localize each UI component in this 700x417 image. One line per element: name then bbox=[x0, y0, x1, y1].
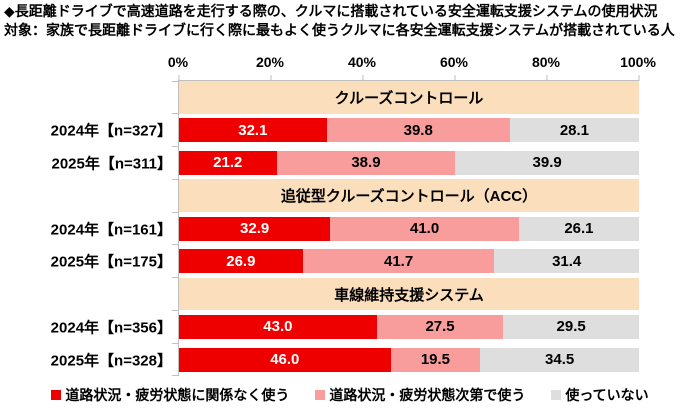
stacked-bar: 21.2 38.9 39.9 bbox=[179, 150, 639, 175]
bar-row: 2024年【n=161】 32.9 41.0 26.1 bbox=[51, 211, 639, 245]
legend-label: 使っていない bbox=[565, 387, 649, 403]
axis-tick bbox=[638, 75, 640, 81]
axis-tick bbox=[270, 75, 272, 81]
bar-segment-not-used: 26.1 bbox=[518, 216, 639, 241]
row-label: 2025年【n=311】 bbox=[51, 155, 173, 173]
bar-segment-depends: 41.7 bbox=[302, 249, 495, 274]
x-axis-tick-label: 80% bbox=[531, 54, 561, 70]
bar-segment-always-use: 43.0 bbox=[179, 314, 377, 339]
x-axis-tick-label: 0% bbox=[167, 54, 189, 70]
row-label: 2024年【n=327】 bbox=[50, 122, 172, 140]
legend-item: 道路状況・疲労状態に関係なく使う bbox=[51, 385, 289, 405]
section-header-row: 車線維持支援システム bbox=[172, 277, 639, 311]
section-header: クルーズコントロール bbox=[179, 81, 639, 114]
axis-tick bbox=[362, 75, 364, 81]
chart-title-block: ◆長距離ドライブで高速道路を走行する際の、クルマに搭載されている安全運転支援シス… bbox=[4, 2, 698, 40]
bar-row: 2025年【n=311】 21.2 38.9 39.9 bbox=[52, 146, 639, 180]
bar-segment-depends: 41.0 bbox=[330, 216, 519, 241]
row-label: 2024年【n=356】 bbox=[50, 319, 172, 337]
bar-segment-not-used: 34.5 bbox=[480, 347, 639, 372]
axis-tick bbox=[178, 75, 180, 81]
bar-segment-not-used: 31.4 bbox=[494, 249, 639, 274]
x-axis-tick-label: 60% bbox=[439, 54, 469, 70]
bar-segment-always-use: 32.1 bbox=[179, 118, 327, 143]
row-label: 2024年【n=161】 bbox=[50, 221, 172, 239]
bar-segment-depends: 38.9 bbox=[276, 150, 456, 175]
legend: 道路状況・疲労状態に関係なく使う 道路状況・疲労状態次第で使う 使っていない bbox=[0, 383, 700, 407]
gray-swatch-icon bbox=[551, 390, 562, 400]
bar-segment-always-use: 26.9 bbox=[179, 249, 303, 274]
legend-label: 道路状況・疲労状態に関係なく使う bbox=[65, 387, 290, 403]
legend-item: 道路状況・疲労状態次第で使う bbox=[315, 385, 525, 405]
chart-subtitle: 対象：家族で長距離ドライブに行く際に最もよく使うクルマに各安全運転支援システムが… bbox=[4, 22, 675, 38]
stacked-bar: 26.9 41.7 31.4 bbox=[179, 249, 639, 274]
plot-area: クルーズコントロール 2024年【n=327】 32.1 39.8 28.1 2… bbox=[51, 75, 640, 376]
bar-row: 2024年【n=356】 43.0 27.5 29.5 bbox=[51, 309, 639, 343]
legend-label: 道路状況・疲労状態次第で使う bbox=[329, 387, 526, 403]
chart-title: ◆長距離ドライブで高速道路を走行する際の、クルマに搭載されている安全運転支援シス… bbox=[4, 3, 658, 19]
x-axis-tick-label: 20% bbox=[255, 54, 285, 70]
x-axis-tick-label: 100% bbox=[620, 54, 656, 70]
bar-row: 2024年【n=327】 32.1 39.8 28.1 bbox=[51, 113, 640, 147]
stacked-bar: 43.0 27.5 29.5 bbox=[179, 314, 639, 339]
row-label: 2025年【n=328】 bbox=[50, 352, 172, 370]
bar-row: 2025年【n=328】 46.0 19.5 34.5 bbox=[51, 342, 639, 376]
red-swatch-icon bbox=[51, 390, 62, 400]
stacked-bar: 32.1 39.8 28.1 bbox=[179, 118, 640, 143]
stacked-bar: 32.9 41.0 26.1 bbox=[179, 216, 639, 241]
bar-row: 2025年【n=175】 26.9 41.7 31.4 bbox=[51, 244, 639, 278]
row-label: 2025年【n=175】 bbox=[50, 253, 172, 271]
section-header: 追従型クルーズコントロール（ACC） bbox=[179, 179, 639, 213]
x-axis: 0% 20% 40% 60% 80% 100% bbox=[168, 54, 656, 74]
bar-segment-always-use: 32.9 bbox=[179, 216, 331, 241]
bar-segment-depends: 19.5 bbox=[390, 347, 481, 372]
x-axis-tick-label: 40% bbox=[347, 54, 377, 70]
bar-segment-always-use: 46.0 bbox=[179, 347, 391, 372]
bar-segment-always-use: 21.2 bbox=[179, 150, 277, 175]
bar-segment-depends: 39.8 bbox=[326, 118, 510, 143]
bar-segment-not-used: 29.5 bbox=[503, 314, 639, 339]
bar-segment-depends: 27.5 bbox=[376, 314, 504, 339]
pink-swatch-icon bbox=[315, 390, 326, 400]
axis-tick bbox=[546, 75, 548, 81]
bar-segment-not-used: 39.9 bbox=[455, 150, 639, 175]
section-header: 車線維持支援システム bbox=[179, 277, 639, 311]
section-header-row: クルーズコントロール bbox=[172, 80, 639, 114]
bar-segment-not-used: 28.1 bbox=[509, 118, 640, 143]
axis-tick bbox=[454, 75, 456, 81]
section-header-row: 追従型クルーズコントロール（ACC） bbox=[172, 178, 639, 213]
legend-item: 使っていない bbox=[551, 385, 649, 405]
stacked-bar: 46.0 19.5 34.5 bbox=[179, 347, 639, 372]
